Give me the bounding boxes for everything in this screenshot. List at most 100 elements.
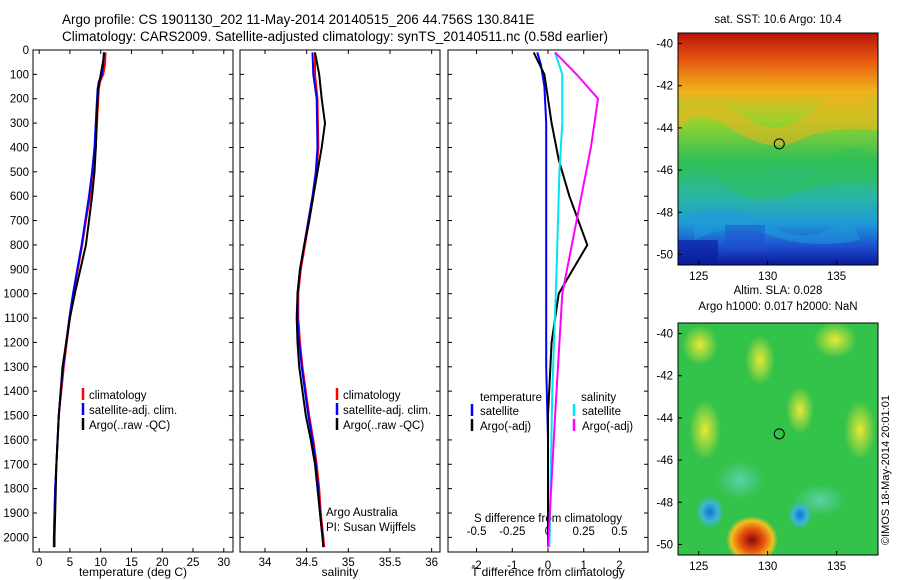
temperature-xtick-label: 5 bbox=[67, 557, 73, 569]
map-ytick-label: -50 bbox=[656, 249, 673, 261]
map-ytick-label: -48 bbox=[656, 497, 673, 509]
difference-xtick-label: -2 bbox=[471, 560, 481, 572]
temperature-xtick-label: 10 bbox=[94, 557, 107, 569]
map-ytick-label: -40 bbox=[656, 39, 673, 51]
legend-label: Argo(-adj) bbox=[480, 421, 531, 433]
depth-tick-label: 1800 bbox=[3, 484, 29, 496]
temperature-xtick-label: 25 bbox=[187, 557, 200, 569]
legend-label: Argo(-adj) bbox=[582, 421, 633, 433]
salinity-panel: 34 34.5 35 35.5 36 salinity climatology satelli… bbox=[239, 49, 441, 579]
legend-label: satellite-adj. clim. bbox=[89, 405, 177, 417]
depth-tick-label: 700 bbox=[10, 216, 29, 228]
map-xtick-label: 125 bbox=[689, 561, 708, 573]
depth-tick-label: 500 bbox=[10, 167, 29, 179]
difference-xtick-label: -1 bbox=[507, 560, 517, 572]
series-line-satellite bbox=[536, 52, 549, 548]
depth-tick-label: 1100 bbox=[4, 313, 29, 325]
depth-tick-label: 800 bbox=[10, 240, 29, 252]
map-xtick-label: 135 bbox=[827, 271, 846, 283]
map-ytick-label: -46 bbox=[656, 455, 673, 467]
sst-argo-position-marker bbox=[773, 138, 785, 150]
series-line-climatology bbox=[297, 52, 326, 548]
map-ytick-label: -42 bbox=[656, 81, 673, 93]
s-diff-tick-label: -0.25 bbox=[499, 526, 525, 538]
legend-label: satellite-adj. clim. bbox=[343, 405, 431, 417]
salinity-xlabel: salinity bbox=[322, 565, 359, 579]
header-line-2: Climatology: CARS2009. Satellite-adjuste… bbox=[62, 29, 609, 44]
depth-tick-label: 1400 bbox=[3, 386, 29, 398]
sla-map: 125 130 135 -40 -42 -44 -46 -48 -50 Altim. SLA: 0… bbox=[656, 285, 879, 573]
series-line-argo-adj- bbox=[532, 51, 589, 548]
legend-title-salinity: salinity bbox=[581, 392, 616, 404]
map-ytick-label: -44 bbox=[656, 413, 673, 425]
salinity-xtick-label: 35 bbox=[342, 557, 355, 569]
depth-tick-label: 2000 bbox=[3, 532, 29, 544]
series-line-argo-adj- bbox=[547, 51, 600, 548]
salinity-xtick-label: 35.5 bbox=[379, 557, 401, 569]
map-title: sat. SST: 10.6 Argo: 10.4 bbox=[714, 14, 842, 26]
salinity-frame bbox=[239, 49, 441, 553]
temperature-xtick-label: 15 bbox=[125, 557, 138, 569]
map-xtick-label: 130 bbox=[758, 561, 777, 573]
series-line-satellite bbox=[548, 52, 564, 548]
series-line-satellite-adj-clim- bbox=[296, 52, 325, 548]
depth-tick-label: 1200 bbox=[3, 337, 29, 349]
map-ytick-label: -42 bbox=[656, 371, 673, 383]
s-diff-tick-label: 0.25 bbox=[573, 526, 595, 538]
depth-tick-label: 1700 bbox=[3, 459, 29, 471]
legend-label: Argo(..raw -QC) bbox=[343, 420, 424, 432]
s-diff-tick-label: 0.5 bbox=[611, 526, 627, 538]
difference-panel: -2 -1 0 1 2-0.5 -0.25 0 0.25 0.5S difference fro… bbox=[447, 49, 649, 579]
series-line-climatology bbox=[52, 52, 107, 548]
depth-tick-label: 1900 bbox=[3, 508, 29, 520]
map-xtick-label: 130 bbox=[758, 271, 777, 283]
depth-tick-label: 1300 bbox=[3, 362, 29, 374]
map-xtick-label: 125 bbox=[689, 271, 708, 283]
depth-tick-label: 1000 bbox=[3, 289, 29, 301]
map-xtick-label: 135 bbox=[827, 561, 846, 573]
temperature-xtick-label: 20 bbox=[156, 557, 169, 569]
annotation-text: PI: Susan Wijffels bbox=[326, 522, 416, 534]
legend-label: satellite bbox=[480, 406, 519, 418]
annotation-text: Argo Australia bbox=[326, 507, 398, 519]
difference-xtick-label: 1 bbox=[581, 560, 587, 572]
salinity-xtick-label: 36 bbox=[425, 557, 438, 569]
depth-tick-label: 400 bbox=[10, 142, 29, 154]
legend-label: satellite bbox=[582, 406, 621, 418]
legend-label: climatology bbox=[343, 390, 401, 402]
sla-argo-position-marker bbox=[773, 428, 785, 440]
depth-tick-label: 1500 bbox=[3, 411, 29, 423]
depth-tick-label: 1600 bbox=[3, 435, 29, 447]
difference-xtick-label: 0 bbox=[545, 560, 551, 572]
depth-tick-label: 600 bbox=[10, 191, 29, 203]
map-ytick-label: -50 bbox=[656, 539, 673, 551]
temperature-xtick-label: 0 bbox=[36, 557, 42, 569]
salinity-xtick-label: 34.5 bbox=[295, 557, 317, 569]
series-line-argo-raw-qc- bbox=[295, 52, 327, 548]
depth-tick-label: 0 bbox=[23, 45, 29, 57]
sst-map-frame bbox=[677, 32, 879, 266]
temperature-panel: 0100200300400500600700800900100011001200… bbox=[3, 45, 234, 579]
difference-xlabel: T difference from climatology bbox=[471, 565, 625, 579]
map-ytick-label: -46 bbox=[656, 165, 673, 177]
imos-timestamp-label: ©IMOS 18-May-2014 20:01:01 bbox=[880, 395, 892, 545]
temperature-xtick-label: 30 bbox=[217, 557, 230, 569]
legend-label: climatology bbox=[89, 390, 147, 402]
temperature-xlabel: temperature (deg C) bbox=[79, 565, 187, 579]
legend-label: Argo(..raw -QC) bbox=[89, 420, 170, 432]
sst-map: 125 130 135 -40 -42 -44 -46 -48 -50 sat. SST: 10.… bbox=[656, 14, 879, 283]
s-diff-tick-label: -0.5 bbox=[467, 526, 487, 538]
legend-title-temperature: temperature bbox=[480, 392, 542, 404]
depth-tick-label: 100 bbox=[10, 69, 29, 81]
header-line-1: Argo profile: CS 1901130_202 11-May-2014… bbox=[62, 12, 535, 27]
depth-tick-label: 300 bbox=[10, 118, 29, 130]
salinity-xtick-label: 34 bbox=[259, 557, 272, 569]
sla-map-frame bbox=[677, 322, 879, 556]
map-ytick-label: -48 bbox=[656, 207, 673, 219]
depth-tick-label: 900 bbox=[10, 264, 29, 276]
map-subtitle: Argo h1000: 0.017 h2000: NaN bbox=[698, 301, 857, 313]
map-ytick-label: -40 bbox=[656, 329, 673, 341]
depth-tick-label: 200 bbox=[10, 94, 29, 106]
map-ytick-label: -44 bbox=[656, 123, 673, 135]
series-line-argo-raw-qc- bbox=[53, 52, 106, 548]
